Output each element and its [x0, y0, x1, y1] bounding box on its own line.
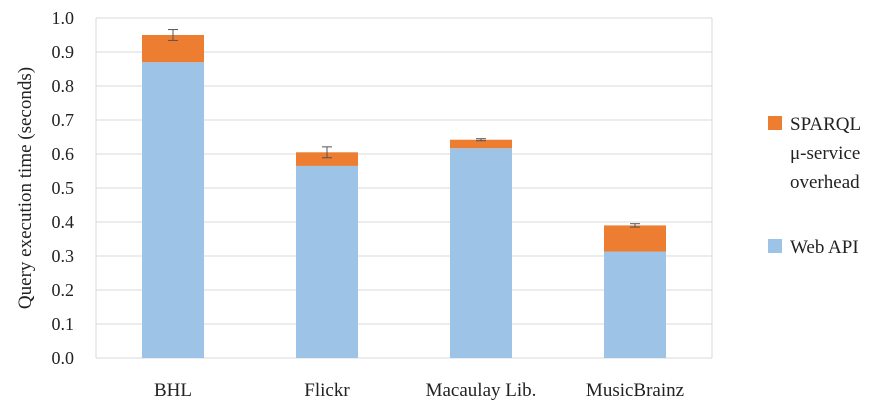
- legend: SPARQL μ-service overhead Web API: [768, 110, 879, 298]
- bar-web-api: [296, 165, 358, 358]
- y-tick-label: 1.0: [52, 8, 75, 28]
- x-category-label: BHL: [154, 380, 192, 401]
- bar-sparql-overhead: [296, 152, 358, 166]
- y-axis-ticks: 0.0 0.1 0.2 0.3 0.4 0.5 0.6 0.7 0.8 0.9 1.0: [52, 8, 75, 368]
- legend-swatch-overhead: [768, 116, 782, 130]
- y-axis-label: Query execution time (seconds): [15, 67, 36, 309]
- y-tick-label: 0.8: [52, 76, 75, 96]
- y-tick-label: 0.1: [52, 314, 75, 334]
- y-tick-label: 0.4: [52, 212, 75, 232]
- bar-sparql-overhead: [604, 225, 666, 252]
- x-category-label: Macaulay Lib.: [426, 380, 537, 401]
- legend-label-web-api: Web API: [790, 237, 859, 258]
- y-tick-label: 0.2: [52, 280, 75, 300]
- y-tick-label: 0.6: [52, 144, 75, 164]
- legend-item-overhead: SPARQL μ-service overhead: [768, 110, 879, 197]
- bar-sparql-overhead: [450, 139, 512, 149]
- y-tick-label: 0.5: [52, 178, 75, 198]
- bar-web-api: [142, 62, 204, 358]
- x-category-label: Flickr: [304, 380, 350, 401]
- legend-label-overhead: SPARQL μ-service overhead: [790, 114, 862, 193]
- legend-item-web-api: Web API: [768, 233, 879, 262]
- y-tick-label: 0.9: [52, 42, 75, 62]
- y-tick-label: 0.7: [52, 110, 75, 130]
- bar-web-api: [604, 251, 666, 358]
- y-tick-label: 0.0: [52, 348, 75, 368]
- x-category-label: MusicBrainz: [586, 380, 684, 401]
- bar-web-api: [450, 148, 512, 358]
- y-tick-label: 0.3: [52, 246, 75, 266]
- x-axis-categories: BHL Flickr Macaulay Lib. MusicBrainz: [154, 380, 684, 401]
- legend-swatch-web-api: [768, 239, 782, 253]
- bars: [142, 29, 666, 358]
